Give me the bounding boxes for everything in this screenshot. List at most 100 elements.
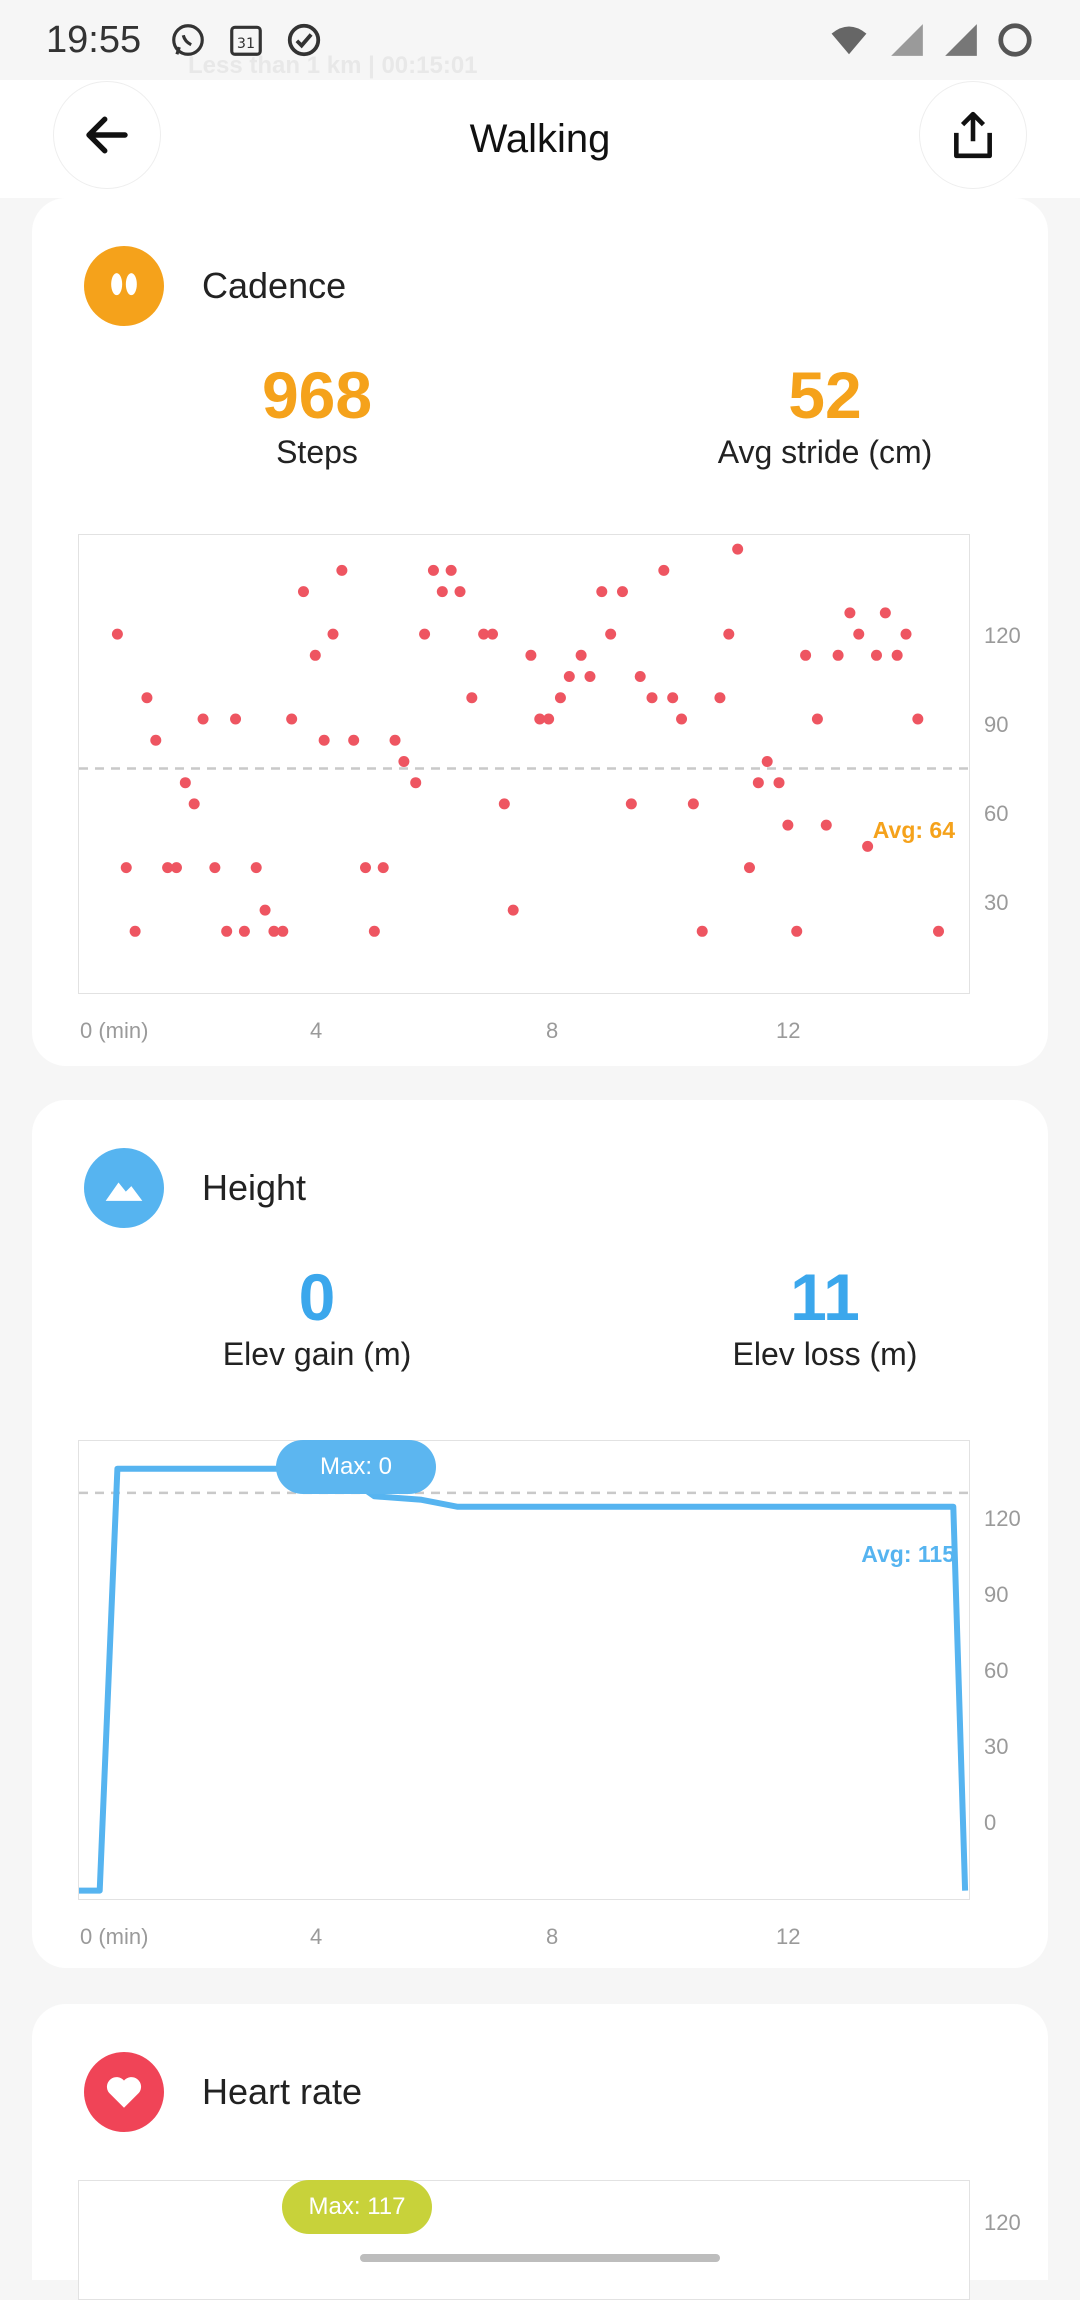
steps-label: Steps — [276, 434, 358, 470]
share-button[interactable] — [920, 82, 1026, 188]
cadence-y-tick: 90 — [984, 712, 1009, 737]
cadence-point — [933, 925, 945, 937]
cadence-point — [820, 819, 832, 831]
battery-ring-icon — [998, 23, 1032, 57]
height-max-pill: Max: 0 — [276, 1440, 436, 1494]
cadence-x-tick: 12 — [776, 1018, 801, 1043]
cadence-point — [498, 798, 510, 810]
status-time: 19:55 — [46, 18, 142, 61]
cadence-point — [832, 649, 844, 661]
cadence-card: Cadence 968 Steps 52 Avg stride (cm) Avg… — [32, 198, 1048, 1066]
whatsapp-icon — [172, 24, 204, 56]
height-y-tick: 60 — [984, 1658, 1009, 1683]
cadence-point — [782, 819, 794, 831]
cadence-point — [900, 628, 912, 640]
cadence-point — [277, 925, 289, 937]
cadence-point — [646, 692, 658, 704]
elev-loss-label: Elev loss (m) — [732, 1336, 918, 1372]
mountain-icon — [105, 1182, 143, 1201]
cadence-point — [800, 649, 812, 661]
stride-metric: 52 Avg stride (cm) — [615, 360, 1035, 471]
elev-gain-metric: 0 Elev gain (m) — [107, 1262, 527, 1373]
cadence-point — [853, 628, 865, 640]
cadence-point — [221, 925, 233, 937]
height-plot — [79, 1456, 971, 1894]
stride-label: Avg stride (cm) — [717, 434, 933, 470]
cadence-point — [605, 628, 617, 640]
cadence-x-tick: 4 — [310, 1018, 323, 1043]
cadence-point — [238, 925, 250, 937]
height-x-tick: 0 (min) — [80, 1924, 149, 1949]
height-avg-label: Avg: 115 — [861, 1541, 955, 1567]
cadence-point — [436, 586, 448, 598]
cadence-point — [487, 628, 499, 640]
home-indicator[interactable] — [360, 2254, 720, 2262]
cadence-point — [811, 713, 823, 725]
cadence-point — [761, 755, 773, 767]
cadence-point — [714, 692, 726, 704]
cadence-badge — [84, 246, 164, 326]
steps-value: 968 — [261, 358, 373, 432]
cadence-point — [625, 798, 637, 810]
cadence-point — [318, 734, 330, 746]
heart-y-tick: 120 — [984, 2210, 1021, 2235]
cadence-point — [667, 692, 679, 704]
cadence-point — [360, 862, 372, 874]
height-y-tick: 30 — [984, 1734, 1009, 1759]
height-y-tick: 120 — [984, 1506, 1021, 1531]
wifi-icon — [831, 26, 867, 55]
cadence-point — [466, 692, 478, 704]
cadence-point — [120, 862, 132, 874]
cadence-point — [209, 862, 221, 874]
cadence-point — [111, 628, 123, 640]
cadence-title: Cadence — [202, 265, 347, 306]
cadence-point — [478, 628, 490, 640]
share-icon — [954, 111, 992, 159]
elev-gain-label: Elev gain (m) — [222, 1336, 412, 1372]
cadence-point — [616, 586, 628, 598]
cadence-point — [268, 925, 280, 937]
cadence-point — [259, 904, 271, 916]
cadence-y-tick: 120 — [984, 623, 1021, 648]
cadence-x-tick: 8 — [546, 1018, 559, 1043]
elev-loss-value: 11 — [790, 1260, 860, 1334]
cadence-point — [862, 840, 874, 852]
cadence-point — [170, 862, 182, 874]
heart-rate-card: Heart rate Max: 117 120 — [32, 2004, 1048, 2300]
cadence-point — [286, 713, 298, 725]
cadence-point — [150, 734, 162, 746]
background-summary: Less than 1 km | 00:15:01 — [188, 52, 478, 79]
cadence-point — [197, 713, 209, 725]
cadence-point — [912, 713, 924, 725]
cadence-point — [141, 692, 153, 704]
cadence-point — [554, 692, 566, 704]
cadence-point — [389, 734, 401, 746]
cadence-point — [743, 862, 755, 874]
height-y-tick: 90 — [984, 1582, 1009, 1607]
cadence-point — [723, 628, 735, 640]
cadence-point — [297, 586, 309, 598]
cadence-point — [230, 713, 242, 725]
cadence-point — [534, 713, 546, 725]
height-x-tick: 8 — [546, 1924, 559, 1949]
cadence-point — [162, 862, 174, 874]
heart-badge — [84, 2052, 164, 2132]
height-y-tick: 0 — [984, 1810, 997, 1835]
cadence-point — [696, 925, 708, 937]
cadence-point — [368, 925, 380, 937]
cadence-point — [507, 904, 519, 916]
cadence-avg-label: Avg: 64 — [872, 817, 955, 843]
height-x-tick: 12 — [776, 1924, 801, 1949]
heart-chart — [78, 2180, 970, 2300]
height-title: Height — [202, 1167, 307, 1208]
footprints-icon — [111, 273, 137, 296]
elev-loss-metric: 11 Elev loss (m) — [615, 1262, 1035, 1373]
back-button[interactable] — [54, 82, 160, 188]
elev-gain-value: 0 — [298, 1260, 336, 1334]
app-header: Walking — [0, 80, 1080, 198]
cadence-point — [250, 862, 262, 874]
cadence-point — [525, 649, 537, 661]
cadence-point — [543, 713, 555, 725]
cadence-point — [870, 649, 882, 661]
status-bar: 19:55 31 — [0, 0, 1080, 80]
